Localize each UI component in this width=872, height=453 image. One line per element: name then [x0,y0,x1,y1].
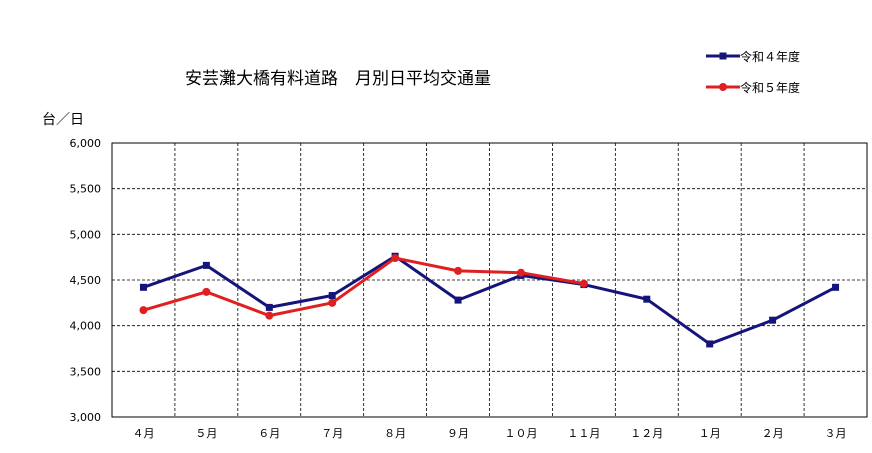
x-tick-label: ８月 [384,427,406,440]
x-tick-label: ７月 [321,427,343,440]
series-line [142,254,837,346]
y-tick-label: 4,500 [70,274,102,287]
data-point-marker [139,306,148,315]
x-tick-label: ６月 [258,427,280,440]
y-tick-label: 5,500 [70,183,102,196]
x-tick-label: ３月 [825,427,847,440]
series-line [143,256,585,318]
data-point-marker [769,316,777,324]
data-point-marker [391,254,400,263]
legend-marker [719,52,727,60]
series-2 [139,254,588,320]
legend-label: 令和５年度 [740,80,800,95]
x-axis-ticks: ４月 ５月 ６月 ７月 ８月 ９月 １０月 １１月 １２月 １月 ２月 ３月 [132,427,846,440]
y-tick-label: 6,000 [70,137,102,150]
x-tick-label: １月 [699,427,721,440]
data-point-marker [516,268,525,277]
data-point-marker [139,283,147,291]
x-tick-label: ２月 [762,427,784,440]
legend-item: 令和５年度 [706,80,800,95]
data-point-marker [579,279,588,288]
x-tick-label: １０月 [504,427,537,440]
y-tick-label: 5,000 [70,228,102,241]
data-point-marker [454,296,462,304]
y-tick-label: 3,000 [70,411,102,424]
data-point-marker [202,287,211,296]
y-axis-unit-label: 台／日 [42,112,84,128]
y-tick-label: 4,000 [70,320,102,333]
legend-label: 令和４年度 [740,49,800,64]
x-tick-label: ４月 [132,427,154,440]
data-point-marker [265,311,274,320]
x-tick-label: ９月 [447,427,469,440]
y-tick-label: 3,500 [70,365,102,378]
y-axis-ticks: 3,000 3,500 4,000 4,500 5,000 5,500 6,000 [70,137,102,424]
series-layer [139,252,840,348]
legend-item: 令和４年度 [706,49,800,64]
chart-title: 安芸灘大橋有料道路 月別日平均交通量 [185,69,491,89]
data-point-marker [265,303,273,311]
data-point-marker [328,292,336,300]
data-point-marker [643,295,651,303]
data-point-marker [202,261,210,269]
x-tick-label: １１月 [567,427,600,440]
legend-marker [719,83,727,91]
data-point-marker [328,298,337,307]
x-tick-label: ５月 [195,427,217,440]
x-tick-label: １２月 [630,427,663,440]
plot-border [111,142,868,418]
data-point-marker [832,283,840,291]
data-point-marker [706,340,714,348]
data-point-marker [454,266,463,275]
